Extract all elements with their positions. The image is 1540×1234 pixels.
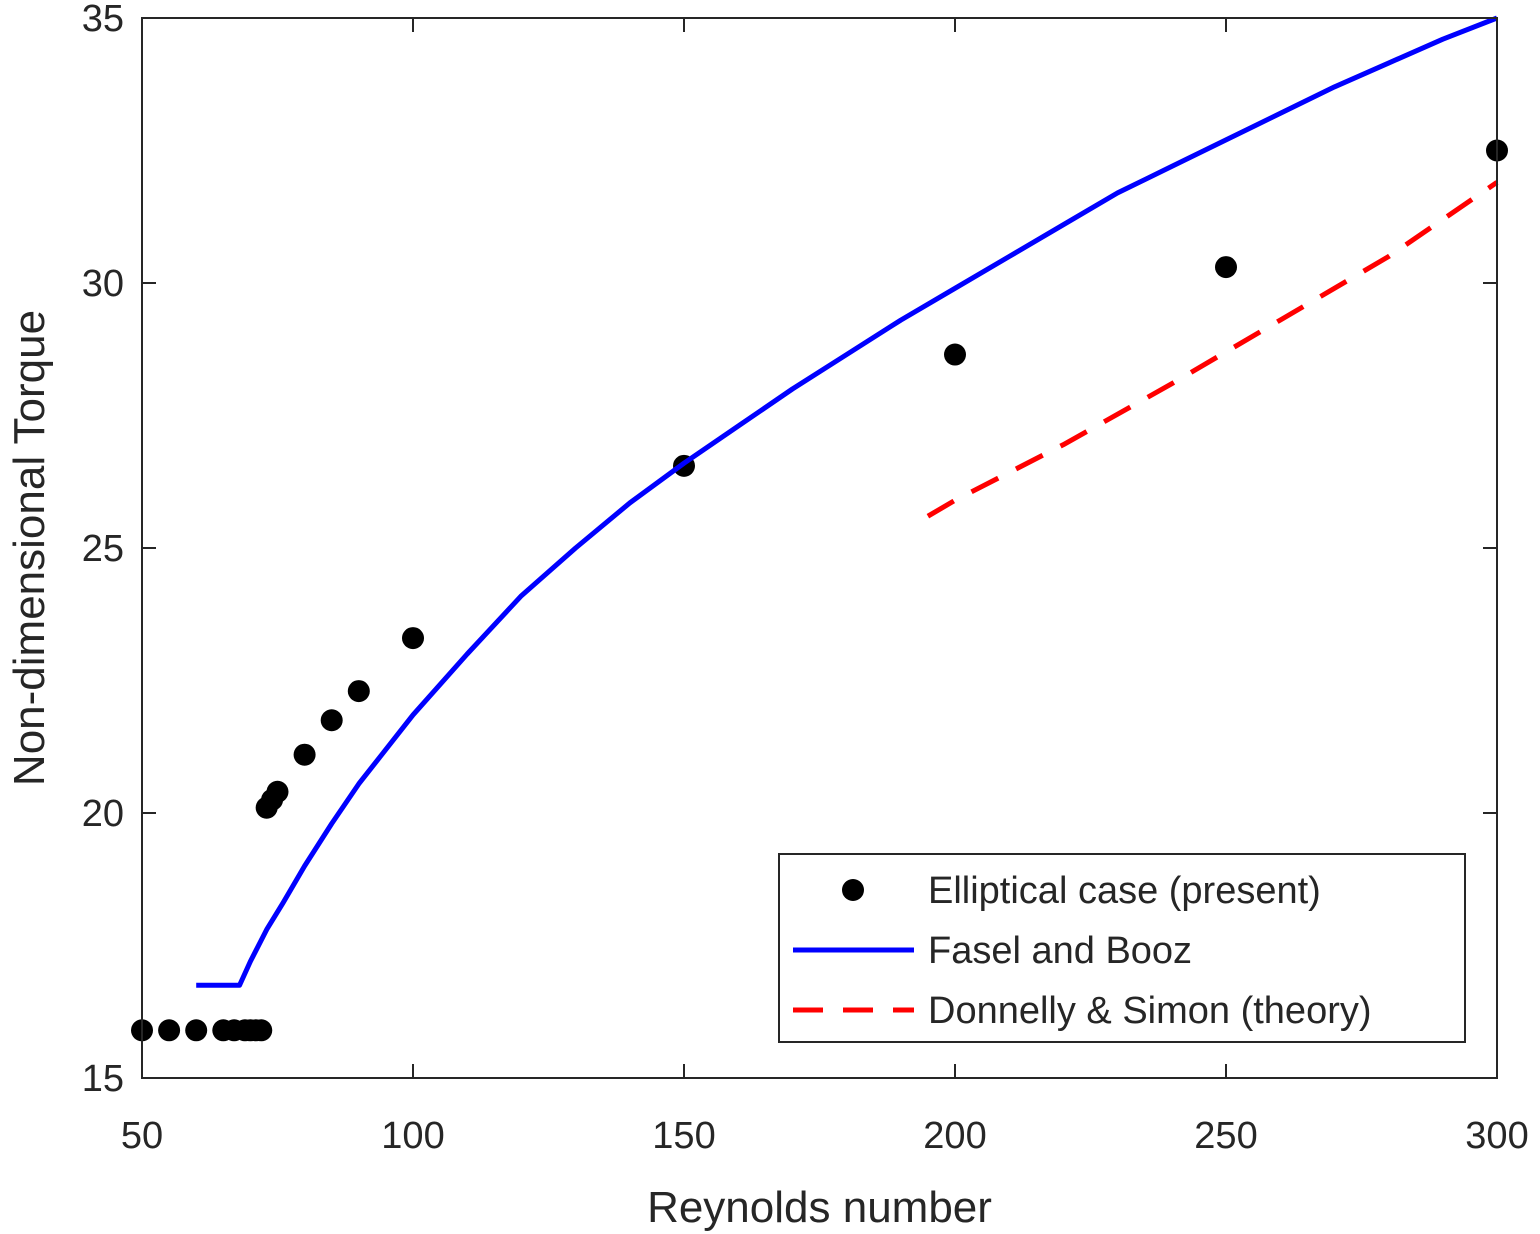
data-point (347, 680, 370, 703)
ticks-layer: 50 100 150 200 250 300 15 20 25 30 35 (82, 0, 1529, 1157)
legend: Elliptical case (present) Fasel and Booz D… (778, 853, 1466, 1043)
data-point (158, 1019, 181, 1042)
y-tick-label: 20 (82, 793, 124, 835)
x-tick-label: 150 (652, 1115, 715, 1157)
x-axis-title: Reynolds number (647, 1183, 992, 1232)
x-tick-label: 50 (121, 1115, 163, 1157)
x-tick-label: 100 (381, 1115, 444, 1157)
y-tick-label: 25 (82, 528, 124, 570)
x-tick-label: 250 (1194, 1115, 1257, 1157)
y-axis-title: Non-dimensional Torque (5, 310, 54, 786)
donnelly-simon-line (926, 180, 1499, 519)
data-point (185, 1019, 208, 1042)
legend-marker (842, 879, 864, 901)
y-tick-label: 15 (82, 1058, 124, 1100)
y-tick-label: 30 (82, 263, 124, 305)
data-point (402, 627, 424, 650)
fasel-booz-line (196, 15, 1498, 988)
data-point (293, 743, 316, 766)
x-tick-label: 200 (923, 1115, 986, 1157)
series-layer (131, 15, 1508, 1042)
y-tick-label: 35 (82, 0, 124, 40)
legend-label: Elliptical case (present) (928, 870, 1321, 912)
data-point (250, 1019, 273, 1042)
legend-label: Fasel and Booz (928, 930, 1192, 972)
data-point (320, 709, 343, 732)
x-tick-label: 300 (1465, 1115, 1528, 1157)
data-point (266, 780, 289, 803)
data-point (944, 343, 966, 366)
data-point (1215, 256, 1237, 279)
legend-label: Donnelly & Simon (theory) (928, 990, 1372, 1032)
